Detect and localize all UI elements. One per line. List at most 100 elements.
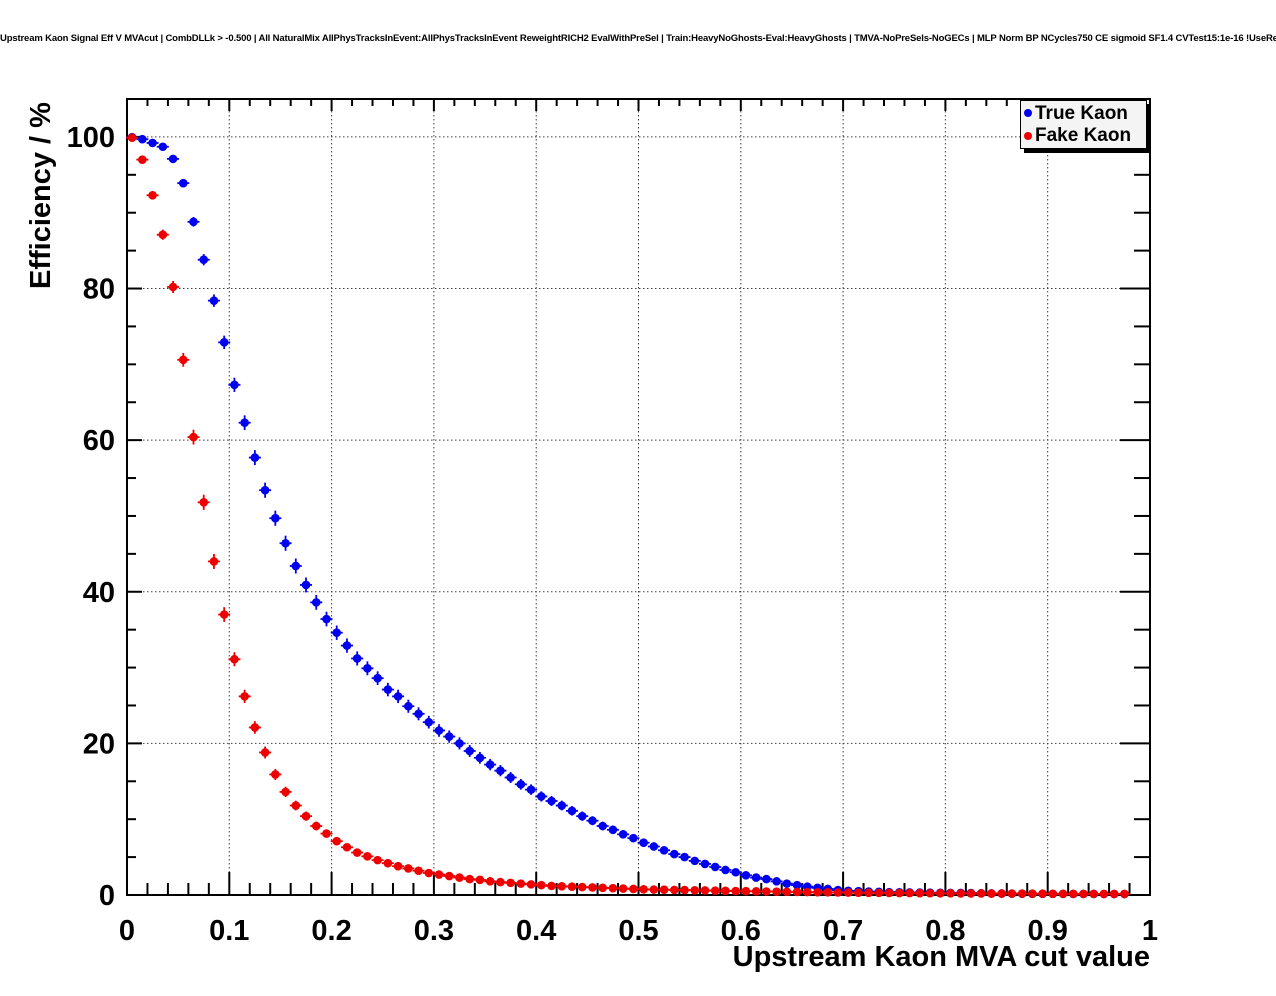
data-point bbox=[731, 867, 740, 877]
data-point bbox=[475, 753, 485, 763]
data-point bbox=[1028, 889, 1037, 899]
data-point bbox=[352, 848, 362, 857]
data-point bbox=[496, 766, 505, 775]
data-point bbox=[1089, 889, 1099, 899]
data-point bbox=[690, 856, 700, 866]
data-point bbox=[393, 861, 403, 871]
data-point bbox=[322, 829, 331, 838]
data-point bbox=[608, 883, 618, 893]
data-point bbox=[404, 701, 413, 711]
x-tick-label: 0.1 bbox=[209, 915, 249, 947]
data-point bbox=[301, 580, 311, 590]
data-point bbox=[905, 888, 914, 898]
gridlines bbox=[127, 99, 1150, 895]
data-point bbox=[475, 875, 485, 885]
data-point bbox=[1120, 889, 1129, 899]
data-point bbox=[414, 709, 423, 719]
y-tick-label: 60 bbox=[83, 425, 115, 457]
data-point bbox=[792, 880, 802, 890]
data-point bbox=[271, 513, 280, 523]
data-point bbox=[649, 885, 659, 894]
data-point bbox=[342, 842, 352, 852]
data-point bbox=[598, 883, 607, 893]
data-point bbox=[874, 888, 884, 898]
x-tick-label: 0.5 bbox=[618, 915, 658, 947]
y-tick-label: 20 bbox=[83, 728, 115, 760]
y-tick-label: 40 bbox=[83, 577, 115, 609]
data-point bbox=[670, 849, 679, 859]
fake-kaon-marker-icon bbox=[1024, 131, 1032, 140]
data-point bbox=[854, 888, 863, 898]
data-point bbox=[710, 862, 720, 872]
x-tick-label: 0.7 bbox=[823, 915, 863, 947]
data-point bbox=[455, 739, 464, 748]
data-point bbox=[516, 879, 526, 888]
data-point bbox=[189, 217, 198, 227]
x-axis-title: Upstream Kaon MVA cut value bbox=[732, 941, 1150, 973]
data-point bbox=[956, 889, 966, 898]
data-point bbox=[352, 654, 362, 663]
data-point bbox=[608, 825, 618, 835]
data-point bbox=[291, 801, 301, 810]
data-point bbox=[311, 598, 321, 607]
data-point bbox=[1038, 889, 1047, 899]
data-point bbox=[997, 889, 1006, 898]
x-tick-label: 1 bbox=[1142, 915, 1158, 947]
legend-label-fake-kaon: Fake Kaon bbox=[1035, 125, 1132, 147]
data-point bbox=[240, 692, 249, 701]
data-point bbox=[168, 154, 178, 164]
data-point bbox=[823, 888, 833, 897]
data-point bbox=[209, 296, 219, 305]
series-true-kaon bbox=[126, 132, 1131, 899]
data-point bbox=[465, 746, 475, 756]
data-point bbox=[537, 792, 546, 801]
x-tick-label: 0.6 bbox=[721, 915, 761, 947]
data-point bbox=[465, 874, 475, 884]
y-tick-label: 80 bbox=[83, 274, 115, 306]
series-fake-kaon bbox=[126, 133, 1131, 899]
axis-tick-labels: 0 0.1 0.2 0.3 0.4 0.5 0.6 0.7 0.8 0.9 1 0 20 40 60 80 10… bbox=[67, 122, 1158, 947]
data-point bbox=[240, 418, 249, 428]
data-point bbox=[1079, 889, 1088, 899]
x-tick-label: 0.4 bbox=[516, 915, 556, 947]
y-axis-title: Efficiency / % bbox=[25, 102, 57, 289]
data-point bbox=[700, 859, 710, 869]
data-point bbox=[1007, 889, 1017, 898]
data-point bbox=[751, 873, 761, 882]
data-point bbox=[363, 664, 372, 673]
data-point bbox=[485, 877, 495, 886]
data-point bbox=[537, 880, 546, 890]
data-point bbox=[148, 190, 157, 200]
data-point bbox=[987, 889, 996, 898]
x-tick-label: 0.8 bbox=[925, 915, 965, 947]
data-point bbox=[1048, 889, 1058, 899]
data-point bbox=[802, 887, 812, 897]
data-point bbox=[792, 887, 802, 897]
data-point bbox=[281, 538, 290, 548]
data-point bbox=[250, 453, 260, 462]
data-point bbox=[434, 726, 444, 735]
y-tick-label: 0 bbox=[99, 880, 115, 912]
data-point bbox=[199, 498, 209, 507]
data-point bbox=[434, 870, 444, 879]
legend-box: True Kaon Fake Kaon bbox=[1020, 100, 1147, 149]
data-point bbox=[680, 852, 689, 862]
data-point bbox=[271, 770, 280, 779]
data-point bbox=[762, 874, 771, 884]
data-point bbox=[639, 885, 648, 894]
data-point bbox=[577, 882, 587, 892]
data-point bbox=[301, 811, 311, 821]
data-point bbox=[741, 886, 751, 896]
data-point bbox=[935, 889, 945, 898]
data-point bbox=[618, 884, 628, 893]
data-point bbox=[680, 885, 689, 895]
data-point bbox=[526, 880, 536, 889]
data-point bbox=[178, 178, 188, 188]
data-point bbox=[772, 877, 781, 886]
data-point bbox=[884, 888, 894, 898]
data-point bbox=[322, 614, 331, 624]
data-point bbox=[1099, 889, 1109, 899]
data-point bbox=[895, 888, 904, 898]
data-point bbox=[1109, 889, 1119, 899]
data-point bbox=[741, 870, 751, 880]
